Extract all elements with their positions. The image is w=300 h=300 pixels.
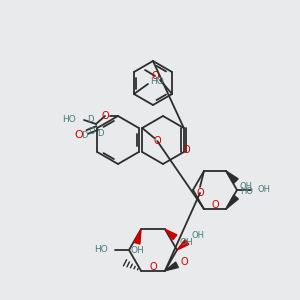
Text: HO: HO bbox=[240, 187, 253, 196]
Polygon shape bbox=[134, 229, 141, 244]
Polygon shape bbox=[165, 262, 178, 271]
Text: HO: HO bbox=[62, 115, 76, 124]
Text: HO: HO bbox=[94, 245, 108, 254]
Text: O: O bbox=[149, 262, 157, 272]
Text: O: O bbox=[151, 71, 159, 81]
Text: O: O bbox=[75, 130, 84, 140]
Text: O: O bbox=[196, 188, 204, 198]
Text: O: O bbox=[101, 111, 109, 121]
Text: OH: OH bbox=[191, 232, 204, 241]
Text: D: D bbox=[81, 131, 87, 140]
Text: O: O bbox=[180, 257, 188, 267]
Text: O: O bbox=[183, 145, 190, 155]
Text: OH: OH bbox=[130, 246, 144, 255]
Text: OH: OH bbox=[240, 182, 253, 191]
Text: HO: HO bbox=[150, 76, 164, 85]
Text: D: D bbox=[88, 128, 94, 136]
Polygon shape bbox=[165, 229, 177, 240]
Polygon shape bbox=[226, 195, 238, 209]
Polygon shape bbox=[177, 240, 189, 250]
Text: O: O bbox=[211, 200, 219, 210]
Text: D: D bbox=[97, 130, 103, 139]
Text: OH: OH bbox=[179, 238, 193, 247]
Text: D: D bbox=[87, 116, 93, 124]
Text: O: O bbox=[153, 136, 161, 146]
Text: OH: OH bbox=[257, 185, 270, 194]
Polygon shape bbox=[226, 171, 238, 183]
